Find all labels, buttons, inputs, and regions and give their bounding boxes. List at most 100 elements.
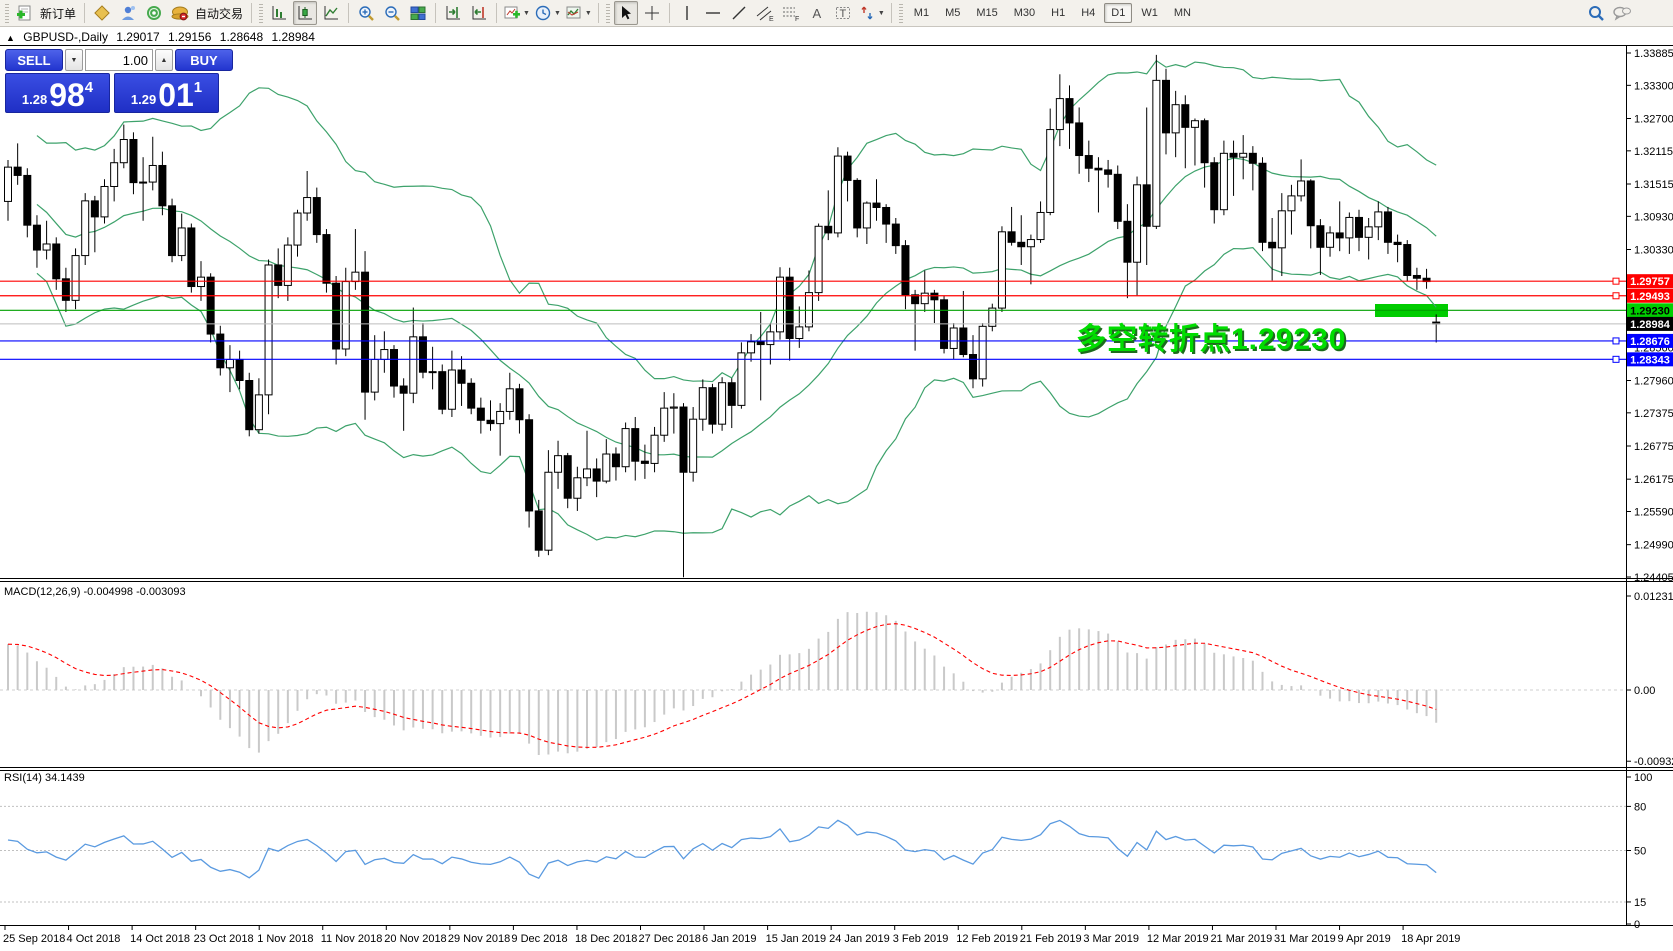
svg-text:1.30930: 1.30930 [1634,211,1673,223]
metaeditor-button[interactable] [90,1,114,25]
line-handle[interactable] [1612,337,1620,345]
signals-button[interactable] [142,1,166,25]
line-handle[interactable] [1612,355,1620,363]
dropdown-arrow-icon: ▼ [877,9,885,17]
timeframe-w1-button[interactable]: W1 [1141,7,1158,19]
new-order-button[interactable] [13,1,37,25]
svg-text:1.25590: 1.25590 [1634,507,1673,519]
buy-price-tile[interactable]: 1.29 01 1 [114,73,219,113]
arrows-icon [861,6,873,20]
sell-price-prefix: 1.28 [21,92,48,107]
chart-symbol-period: GBPUSD-,Daily [23,30,108,44]
tile-windows-button[interactable] [406,1,430,25]
new-order-label[interactable]: 新订单 [40,6,77,21]
arrows-button[interactable]: ▼ [857,1,886,25]
periods-button[interactable]: ▼ [533,1,562,25]
timeframe-m15-button[interactable]: M15 [976,7,998,19]
bar-chart-button[interactable] [267,1,291,25]
dropdown-arrow-icon: ▼ [584,9,592,17]
collapse-ohlc-icon[interactable]: ▲ [6,33,15,43]
volume-input[interactable] [85,49,153,71]
equidistant-channel-button[interactable]: E [753,1,777,25]
timeframe-d1-button[interactable]: D1 [1104,3,1133,23]
line-handle[interactable] [1612,292,1620,300]
main-toolbar: 新订单 自动交易 ▼ ▼ [0,0,1673,27]
svg-text:1.29493: 1.29493 [1630,291,1670,303]
svg-text:1.33300: 1.33300 [1634,80,1673,92]
timeframe-h1-button[interactable]: H1 [1051,7,1066,19]
toolbar-grip[interactable] [259,3,264,23]
candlestick-chart-button[interactable] [293,1,318,25]
crosshair-button[interactable] [640,1,664,25]
chart-shift-icon [472,6,487,20]
text-label-icon: T [835,7,850,20]
community-button[interactable] [116,1,140,25]
community-icon [122,6,136,20]
chat-button[interactable] [1610,1,1634,25]
bollinger-bands [36,59,1437,541]
autotrading-label[interactable]: 自动交易 [195,6,244,21]
signals-icon [147,6,162,20]
svg-text:80: 80 [1634,801,1646,813]
svg-text:1.33885: 1.33885 [1634,48,1673,60]
price-axis[interactable]: 1.33885 1.33300 1.32700 1.32115 1.31515 1.309… [1626,48,1673,931]
line-chart-button[interactable] [319,1,343,25]
trendline-button[interactable] [727,1,751,25]
timeframe-m5-button[interactable]: M5 [945,7,961,19]
svg-text:0: 0 [1634,919,1640,931]
volume-decrease-button[interactable]: ▼ [65,49,83,71]
svg-text:3 Feb 2019: 3 Feb 2019 [893,933,949,945]
svg-text:14 Oct 2018: 14 Oct 2018 [130,933,190,945]
vertical-line-icon [686,6,688,20]
svg-text:1 Nov 2018: 1 Nov 2018 [257,933,313,945]
timeframe-h4-button[interactable]: H4 [1081,7,1096,19]
text-button[interactable]: A [805,1,829,25]
buy-button[interactable]: BUY [175,49,233,71]
toolbar-grip[interactable] [898,3,903,23]
fibonacci-icon: F [782,7,799,22]
svg-text:1.24405: 1.24405 [1634,572,1673,584]
vertical-line-button[interactable] [675,1,699,25]
toolbar-separator [348,3,350,23]
rsi-line [7,819,1437,880]
sell-button[interactable]: SELL [5,49,63,71]
pivot-annotation-text[interactable]: 多空转折点1.29230 [1076,323,1347,356]
zoom-out-button[interactable] [380,1,404,25]
svg-text:9 Apr 2019: 9 Apr 2019 [1338,933,1391,945]
svg-text:18 Apr 2019: 18 Apr 2019 [1401,933,1460,945]
text-label-button[interactable]: T [831,1,855,25]
sell-price-tile[interactable]: 1.28 98 4 [5,73,110,113]
chart-plot[interactable]: 1.33885 1.33300 1.32700 1.32115 1.31515 1.309… [0,27,1673,951]
crosshair-icon [644,6,659,20]
autotrading-button[interactable] [168,1,192,25]
line-handle[interactable] [1612,277,1620,285]
timeframe-m30-button[interactable]: M30 [1013,7,1036,19]
toolbar-grip[interactable] [605,3,610,23]
horizontal-line-button[interactable] [701,1,725,25]
time-axis[interactable]: 25 Sep 2018 4 Oct 2018 14 Oct 2018 23 Oct 2… [3,926,1460,945]
svg-text:1.30330: 1.30330 [1634,245,1673,257]
toolbar-grip[interactable] [5,3,9,23]
templates-button[interactable]: ▼ [564,1,593,25]
tile-windows-icon [410,6,426,20]
svg-text:11 Nov 2018: 11 Nov 2018 [321,933,383,945]
zoom-out-icon [385,6,400,21]
svg-text:1.26775: 1.26775 [1634,441,1673,453]
indicators-button[interactable]: ▼ [502,1,531,25]
fibonacci-button[interactable]: F [779,1,803,25]
ohlc-high: 1.29156 [168,30,212,44]
zoom-in-button[interactable] [354,1,378,25]
buy-price-prefix: 1.29 [130,92,157,107]
svg-text:1.27375: 1.27375 [1634,408,1673,420]
volume-increase-button[interactable]: ▲ [155,49,173,71]
chart-shift-button[interactable] [467,1,491,25]
timeframe-m1-button[interactable]: M1 [913,7,930,19]
auto-scroll-button[interactable] [441,1,465,25]
search-icon [1589,6,1604,21]
cursor-button[interactable] [613,1,638,25]
timeframe-mn-button[interactable]: MN [1173,7,1191,19]
search-button[interactable] [1584,1,1608,25]
candles[interactable] [4,54,1441,578]
macd-signal-line [7,623,1437,748]
svg-text:T: T [839,8,846,20]
